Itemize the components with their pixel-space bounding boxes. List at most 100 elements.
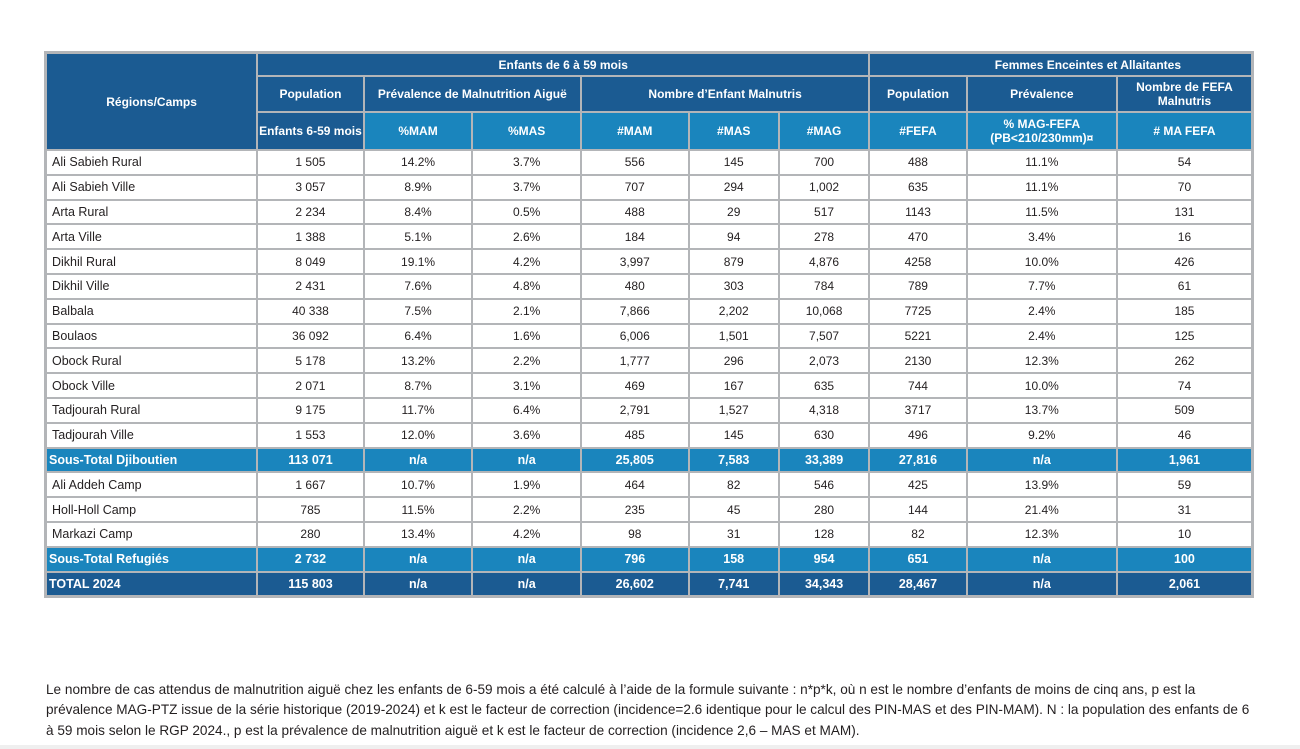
cell-n-mag: 700: [779, 151, 869, 174]
cell-pct-mag-fefa: 13.9%: [967, 473, 1116, 497]
cell-enfants: 1 388: [258, 225, 363, 249]
cell-n-mas: 31: [689, 522, 778, 546]
header-pct-mam: %MAM: [364, 113, 472, 149]
cell-ma-fefa: 10: [1117, 522, 1251, 546]
cell-pct-mam: 13.2%: [364, 349, 472, 373]
cell-n-mag: 517: [779, 200, 869, 224]
cell-n-mam: 26,602: [581, 572, 688, 596]
table-row: Arta Ville 1 388 5.1% 2.6% 184 94 278 470 3.4% 16: [47, 225, 1251, 249]
header-population: Population: [258, 77, 363, 111]
cell-n-fefa: 28,467: [870, 572, 966, 596]
cell-pct-mam: 12.0%: [364, 423, 472, 447]
cell-pct-mam: 8.7%: [364, 374, 472, 397]
malnutrition-table: Régions/Camps Enfants de 6 à 59 mois Fem…: [45, 52, 1253, 598]
cell-pct-mas: 1.6%: [473, 324, 580, 348]
cell-pct-mag-fefa: n/a: [967, 572, 1116, 596]
table-row: Balbala 40 338 7.5% 2.1% 7,866 2,202 10,068 772…: [47, 299, 1251, 323]
header-enfants-6-59: Enfants 6-59 mois: [258, 113, 363, 149]
cell-enfants: 115 803: [258, 572, 363, 596]
cell-pct-mam: 5.1%: [364, 225, 472, 249]
cell-n-mam: 25,805: [581, 448, 688, 472]
subtotal-row: Sous-Total Djiboutien 113 071 n/a n/a 25,805…: [47, 448, 1251, 472]
cell-pct-mag-fefa: 2.4%: [967, 324, 1116, 348]
bottom-edge: [0, 745, 1300, 749]
cell-region: Obock Rural: [47, 349, 257, 373]
cell-n-fefa: 651: [870, 547, 966, 571]
cell-pct-mas: 2.2%: [473, 498, 580, 521]
cell-n-mas: 158: [689, 547, 778, 571]
cell-region: Arta Ville: [47, 225, 257, 249]
header-regions: Régions/Camps: [47, 54, 257, 149]
cell-n-fefa: 744: [870, 374, 966, 397]
cell-n-mas: 45: [689, 498, 778, 521]
cell-n-fefa: 2130: [870, 349, 966, 373]
cell-n-fefa: 470: [870, 225, 966, 249]
cell-ma-fefa: 16: [1117, 225, 1251, 249]
cell-n-mag: 10,068: [779, 299, 869, 323]
cell-pct-mam: n/a: [364, 572, 472, 596]
cell-ma-fefa: 125: [1117, 324, 1251, 348]
cell-n-mas: 167: [689, 374, 778, 397]
cell-n-mas: 7,741: [689, 572, 778, 596]
cell-pct-mag-fefa: n/a: [967, 448, 1116, 472]
cell-n-fefa: 82: [870, 522, 966, 546]
cell-n-mam: 469: [581, 374, 688, 397]
cell-pct-mas: 0.5%: [473, 200, 580, 224]
cell-region: Sous-Total Refugiés: [47, 547, 257, 571]
cell-ma-fefa: 185: [1117, 299, 1251, 323]
table-row: Ali Addeh Camp 1 667 10.7% 1.9% 464 82 546 425 1…: [47, 473, 1251, 497]
cell-region: Markazi Camp: [47, 522, 257, 546]
cell-pct-mam: 8.9%: [364, 175, 472, 199]
cell-n-mam: 6,006: [581, 324, 688, 348]
cell-n-mam: 184: [581, 225, 688, 249]
cell-enfants: 8 049: [258, 250, 363, 273]
header-prevalence-fefa: Prévalence: [967, 77, 1116, 111]
header-population-fefa: Population: [870, 77, 966, 111]
cell-n-mag: 2,073: [779, 349, 869, 373]
cell-pct-mas: 3.6%: [473, 423, 580, 447]
cell-pct-mas: 2.2%: [473, 349, 580, 373]
header-n-fefa: #FEFA: [870, 113, 966, 149]
cell-pct-mam: 10.7%: [364, 473, 472, 497]
cell-pct-mas: 6.4%: [473, 398, 580, 422]
cell-pct-mam: 7.5%: [364, 299, 472, 323]
cell-pct-mag-fefa: 11.5%: [967, 200, 1116, 224]
cell-pct-mas: 3.7%: [473, 175, 580, 199]
cell-n-mam: 556: [581, 151, 688, 174]
cell-ma-fefa: 46: [1117, 423, 1251, 447]
table-body: Ali Sabieh Rural 1 505 14.2% 3.7% 556 145 700 4…: [47, 151, 1251, 596]
header-nombre-malnutris: Nombre d’Enfant Malnutris: [581, 77, 869, 111]
cell-n-fefa: 5221: [870, 324, 966, 348]
table-row: Arta Rural 2 234 8.4% 0.5% 488 29 517 1143 11.5%…: [47, 200, 1251, 224]
cell-n-mam: 796: [581, 547, 688, 571]
cell-ma-fefa: 509: [1117, 398, 1251, 422]
cell-n-mas: 1,527: [689, 398, 778, 422]
cell-ma-fefa: 54: [1117, 151, 1251, 174]
cell-enfants: 1 667: [258, 473, 363, 497]
cell-pct-mag-fefa: 10.0%: [967, 374, 1116, 397]
table-row: Dikhil Rural 8 049 19.1% 4.2% 3,997 879 4,876 4…: [47, 250, 1251, 273]
total-row: TOTAL 2024 115 803 n/a n/a 26,602 7,741 34,343…: [47, 572, 1251, 596]
cell-n-mam: 488: [581, 200, 688, 224]
cell-n-mam: 485: [581, 423, 688, 447]
cell-n-mas: 145: [689, 151, 778, 174]
cell-n-mag: 4,318: [779, 398, 869, 422]
cell-enfants: 2 732: [258, 547, 363, 571]
cell-n-mag: 280: [779, 498, 869, 521]
cell-n-mas: 2,202: [689, 299, 778, 323]
cell-pct-mas: n/a: [473, 448, 580, 472]
cell-ma-fefa: 31: [1117, 498, 1251, 521]
cell-pct-mam: 13.4%: [364, 522, 472, 546]
cell-n-mas: 145: [689, 423, 778, 447]
cell-pct-mag-fefa: 3.4%: [967, 225, 1116, 249]
cell-pct-mag-fefa: 11.1%: [967, 175, 1116, 199]
cell-enfants: 1 553: [258, 423, 363, 447]
cell-n-mag: 128: [779, 522, 869, 546]
cell-region: Ali Addeh Camp: [47, 473, 257, 497]
cell-enfants: 5 178: [258, 349, 363, 373]
cell-n-mam: 464: [581, 473, 688, 497]
cell-region: Tadjourah Ville: [47, 423, 257, 447]
cell-pct-mam: n/a: [364, 547, 472, 571]
cell-pct-mag-fefa: 9.2%: [967, 423, 1116, 447]
cell-pct-mag-fefa: 10.0%: [967, 250, 1116, 273]
